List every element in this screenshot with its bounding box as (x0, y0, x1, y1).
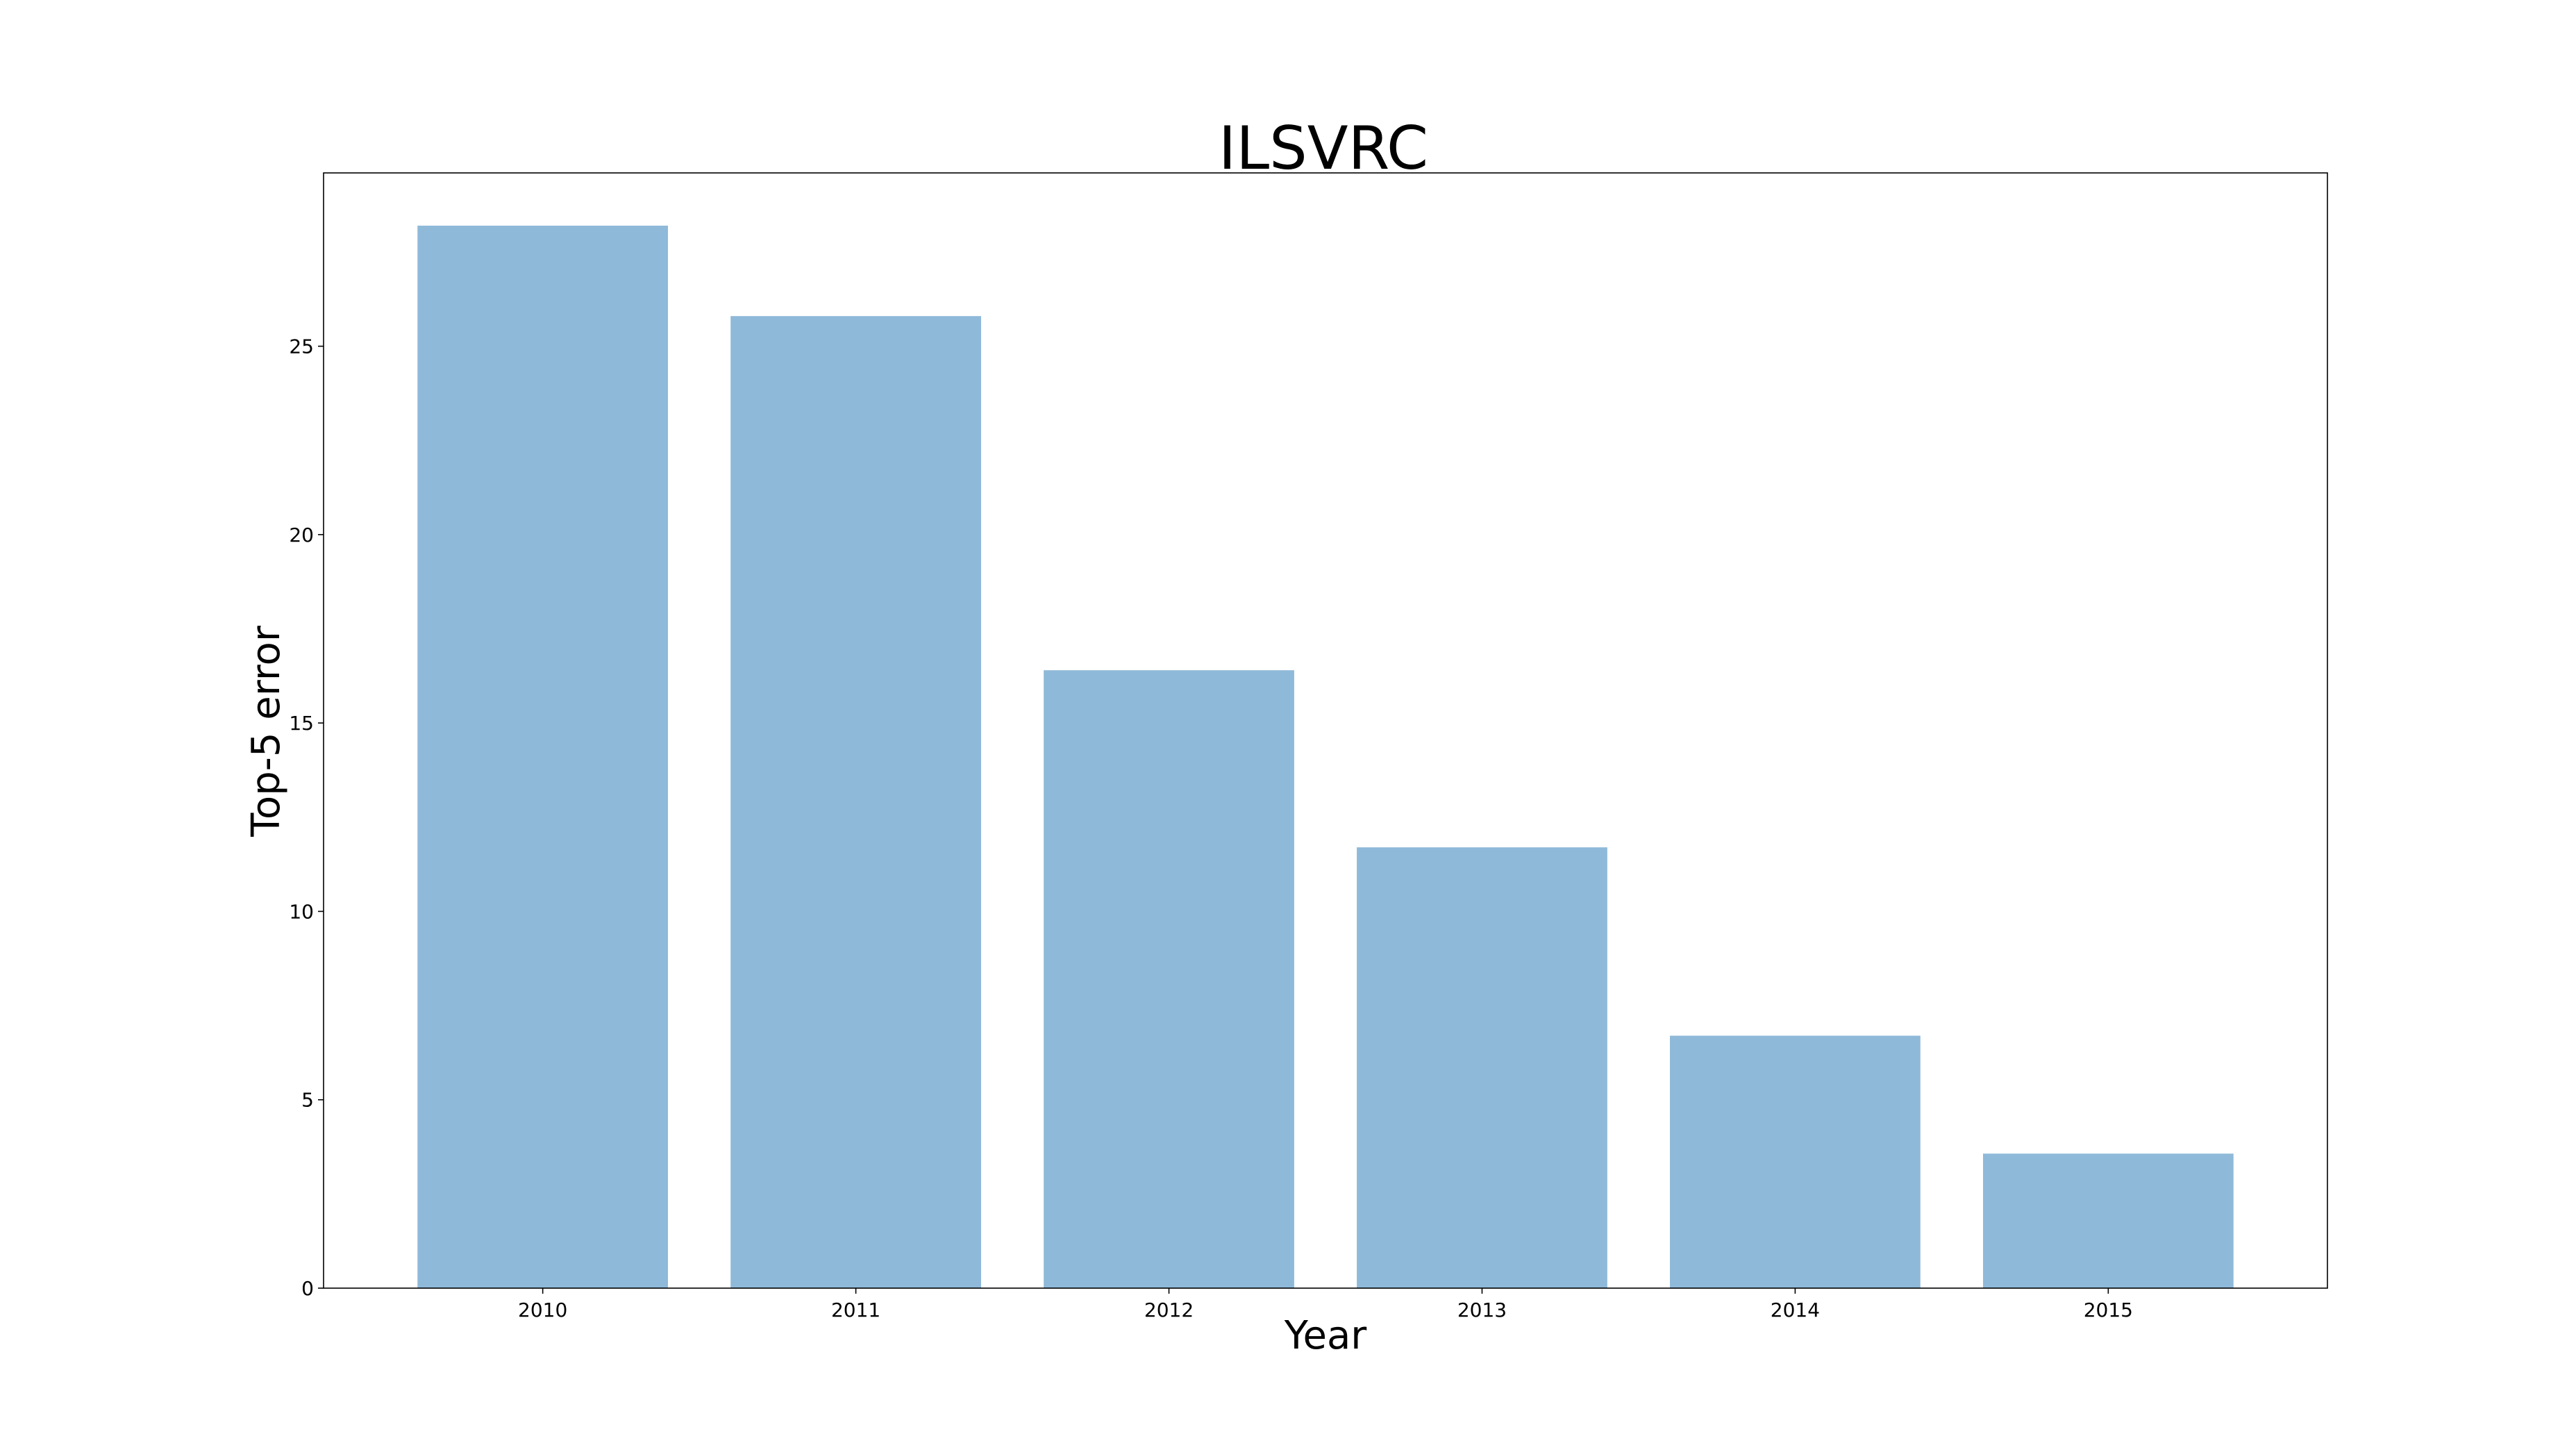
y-tick-label: 15 (289, 712, 314, 735)
bar-2010 (417, 225, 669, 1289)
y-tick-label: 0 (301, 1277, 314, 1300)
x-tick-label: 2011 (831, 1299, 880, 1321)
y-axis-title: Top-5 error (244, 625, 289, 837)
bar-2012 (1044, 670, 1294, 1288)
y-tick-label: 10 (289, 900, 314, 923)
x-axis-title: Year (1284, 1313, 1368, 1358)
bar-2013 (1357, 847, 1607, 1288)
x-tick-label: 2013 (1457, 1299, 1507, 1321)
bar-2015 (1982, 1153, 2234, 1288)
y-tick-label: 25 (289, 335, 314, 358)
x-tick-label: 2014 (1771, 1299, 1820, 1321)
bar-2011 (730, 316, 981, 1289)
x-tick-label: 2010 (518, 1299, 567, 1321)
x-tick-label: 2015 (2084, 1299, 2133, 1321)
bar-2014 (1670, 1035, 1921, 1288)
x-axis-ticks: 2010 2011 2012 2013 2014 2015 (518, 1288, 2133, 1321)
chart-title: ILSVRC (1219, 114, 1428, 183)
y-tick-label: 20 (289, 524, 314, 547)
y-axis-ticks: 0 5 10 15 20 25 (289, 335, 324, 1300)
x-tick-label: 2012 (1144, 1299, 1194, 1321)
y-tick-label: 5 (301, 1089, 314, 1112)
plot-frame (323, 172, 2328, 1289)
bars (417, 225, 2234, 1289)
